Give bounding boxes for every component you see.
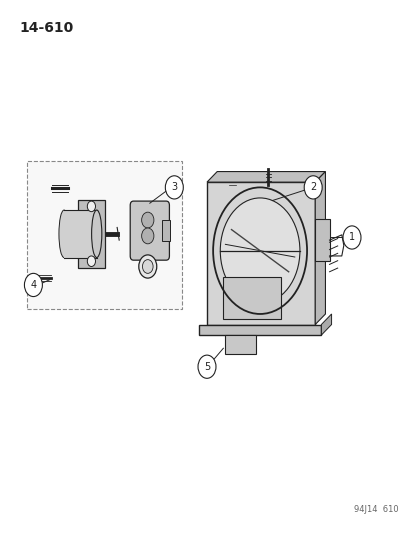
Polygon shape bbox=[314, 172, 325, 325]
Polygon shape bbox=[320, 314, 331, 335]
Polygon shape bbox=[206, 182, 314, 325]
FancyBboxPatch shape bbox=[161, 220, 170, 241]
Text: 14-610: 14-610 bbox=[19, 21, 73, 35]
Circle shape bbox=[197, 355, 216, 378]
Circle shape bbox=[304, 176, 321, 199]
Text: 3: 3 bbox=[171, 182, 177, 192]
FancyBboxPatch shape bbox=[27, 161, 182, 309]
FancyBboxPatch shape bbox=[130, 201, 169, 260]
Text: 94J14  610: 94J14 610 bbox=[354, 505, 398, 514]
Circle shape bbox=[138, 255, 157, 278]
Text: 1: 1 bbox=[348, 232, 354, 243]
Polygon shape bbox=[223, 277, 280, 319]
Ellipse shape bbox=[91, 210, 102, 257]
Polygon shape bbox=[78, 199, 104, 268]
Polygon shape bbox=[64, 210, 97, 257]
Circle shape bbox=[342, 226, 360, 249]
Polygon shape bbox=[314, 219, 329, 261]
Text: 4: 4 bbox=[30, 280, 36, 290]
Circle shape bbox=[141, 228, 154, 244]
Ellipse shape bbox=[220, 198, 299, 303]
Circle shape bbox=[142, 260, 153, 273]
Text: 2: 2 bbox=[309, 182, 316, 192]
Circle shape bbox=[141, 212, 154, 228]
Polygon shape bbox=[225, 335, 255, 353]
Text: 5: 5 bbox=[203, 362, 210, 372]
Ellipse shape bbox=[59, 210, 69, 257]
Circle shape bbox=[165, 176, 183, 199]
Polygon shape bbox=[198, 325, 320, 335]
Circle shape bbox=[87, 201, 95, 212]
Circle shape bbox=[24, 273, 42, 296]
Polygon shape bbox=[206, 172, 325, 182]
Circle shape bbox=[87, 256, 95, 266]
